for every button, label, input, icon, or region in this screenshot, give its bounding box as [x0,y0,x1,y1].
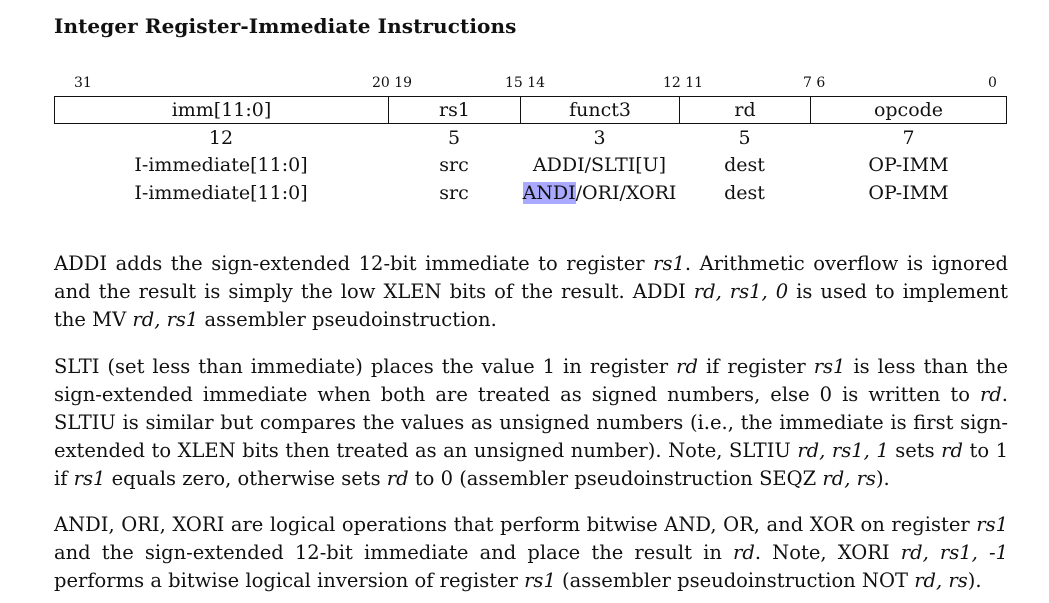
bit-label-0: 0 [988,75,997,91]
bit-label-31: 31 [74,75,92,91]
field-imm: imm[11:0] [55,97,389,123]
field-opcode: opcode [873,99,944,121]
bit-label-15-14: 15 14 [505,75,546,91]
width-rd: 5 [738,127,751,149]
paragraph-slti: SLTI (set less than immediate) places th… [54,355,1008,490]
bit-label-20-19: 20 19 [372,75,413,91]
instruction-format-table: imm[11:0] rs1 funct3 rd opcode [54,96,1007,124]
row2-funct3-rest: /ORI/XORI [575,182,677,204]
selected-text-andi[interactable]: ANDI [522,182,576,204]
field-rd: rd [680,97,811,123]
width-imm: 12 [208,127,234,149]
paragraph-andi: ANDI, ORI, XORI are logical operations t… [54,513,1008,592]
row2-funct3: ANDI/ORI/XORI [505,180,694,206]
row2-imm: I-immediate[11:0] [134,182,308,204]
width-funct3: 3 [593,127,606,149]
row2-rd: dest [724,182,765,204]
field-rs1: rs1 [389,97,521,123]
row1-rd: dest [724,154,765,176]
width-rs1: 5 [447,127,461,149]
row1-opcode: OP-IMM [868,154,949,176]
bit-label-7-6: 7 6 [803,75,826,91]
row1-imm: I-immediate[11:0] [134,154,308,176]
row1-funct3: ADDI/SLTI[U] [532,154,667,176]
paragraph-addi: ADDI adds the sign-extended 12-bit immed… [54,252,1009,331]
section-heading: Integer Register-Immediate Instructions [54,14,517,38]
field-funct3: funct3 [521,97,680,123]
row2-rs1: src [439,182,469,204]
bit-label-12-11: 12 11 [663,75,704,91]
row2-opcode: OP-IMM [868,182,949,204]
width-opcode: 7 [902,127,915,149]
row1-rs1: src [439,154,469,176]
